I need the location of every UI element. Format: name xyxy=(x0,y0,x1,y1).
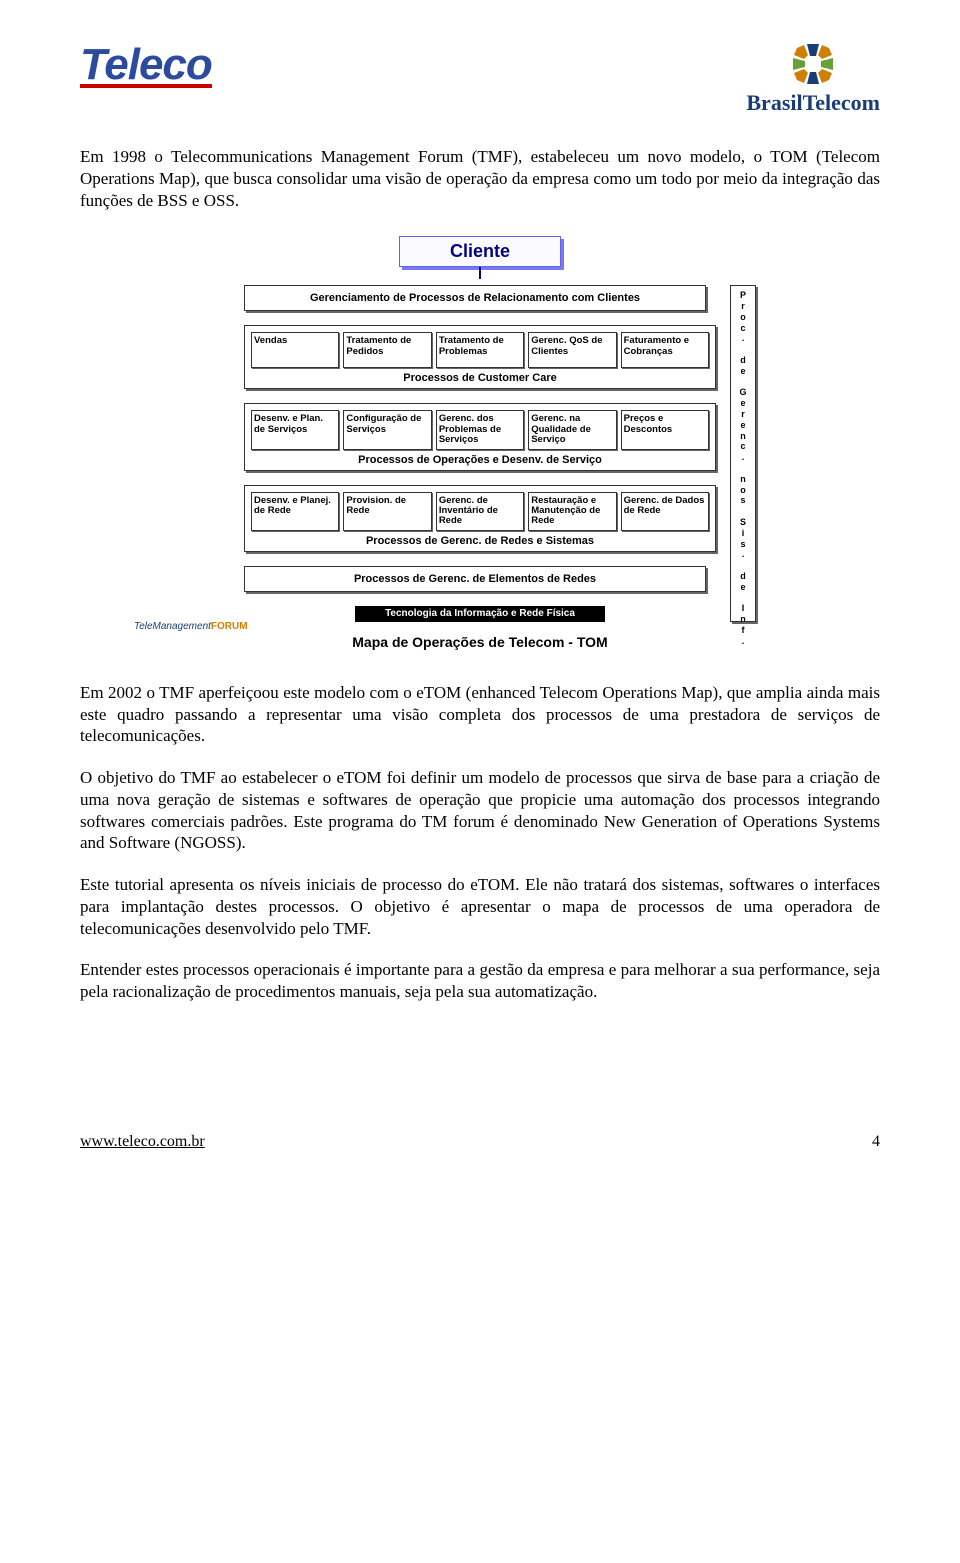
brasiltelecom-logo: BrasilTelecom xyxy=(746,40,880,116)
layer3-box0: Desenv. e Planej. de Rede xyxy=(251,492,339,531)
layer3-title: Processos de Gerenc. de Redes e Sistemas xyxy=(251,535,709,547)
page-header: Teleco BrasilTelecom xyxy=(80,40,880,116)
diagram-tech-label: Tecnologia da Informação e Rede Física xyxy=(355,606,605,622)
tm-logo-right: FORUM xyxy=(211,621,248,632)
diagram-body: Proc.deGerenc.nosSis.deInf. Gerenciament… xyxy=(244,285,716,622)
paragraph-3: O objetivo do TMF ao estabelecer o eTOM … xyxy=(80,767,880,854)
diagram-layer-0: Gerenciamento de Processos de Relacionam… xyxy=(244,285,716,311)
layer2-box2: Gerenc. dos Problemas de Serviços xyxy=(436,410,524,449)
diagram-side-label: Proc.deGerenc.nosSis.deInf. xyxy=(730,285,756,622)
layer2-box1: Configuração de Serviços xyxy=(343,410,431,449)
tm-logo-left: TeleManagement xyxy=(134,621,211,632)
layer2-box3: Gerenc. na Qualidade de Serviço xyxy=(528,410,616,449)
brasiltelecom-logo-text: BrasilTelecom xyxy=(746,90,880,116)
diagram-layer-4: Processos de Gerenc. de Elementos de Red… xyxy=(244,566,716,592)
layer3-box2: Gerenc. de Inventário de Rede xyxy=(436,492,524,531)
layer2-box4: Preços e Descontos xyxy=(621,410,709,449)
paragraph-4: Este tutorial apresenta os níveis inicia… xyxy=(80,874,880,939)
layer1-box2: Tratamento de Problemas xyxy=(436,332,524,368)
diagram-map-title: Mapa de Operações de Telecom - TOM xyxy=(244,634,716,650)
layer2-box0: Desenv. e Plan. de Serviços xyxy=(251,410,339,449)
teleco-logo: Teleco xyxy=(80,40,212,88)
teleco-logo-text: Teleco xyxy=(80,40,212,90)
connector-line xyxy=(479,267,481,279)
brasiltelecom-icon xyxy=(783,40,843,88)
diagram-layer-1: Vendas Tratamento de Pedidos Tratamento … xyxy=(244,325,716,389)
layer3-box4: Gerenc. de Dados de Rede xyxy=(621,492,709,531)
layer4-title: Processos de Gerenc. de Elementos de Red… xyxy=(244,566,706,592)
paragraph-2: Em 2002 o TMF aperfeiçoou este modelo co… xyxy=(80,682,880,747)
layer1-box4: Faturamento e Cobranças xyxy=(621,332,709,368)
layer-0-title: Gerenciamento de Processos de Relacionam… xyxy=(244,285,706,311)
footer-page-number: 4 xyxy=(872,1133,880,1151)
paragraph-5: Entender estes processos operacionais é … xyxy=(80,959,880,1003)
layer1-box3: Gerenc. QoS de Clientes xyxy=(528,332,616,368)
tom-diagram: Cliente Proc.deGerenc.nosSis.deInf. Gere… xyxy=(80,236,880,652)
layer1-box0: Vendas xyxy=(251,332,339,368)
layer1-title: Processos de Customer Care xyxy=(251,372,709,384)
layer1-box1: Tratamento de Pedidos xyxy=(343,332,431,368)
diagram-layer-2: Desenv. e Plan. de Serviços Configuração… xyxy=(244,403,716,470)
tm-forum-logo: TeleManagementFORUM xyxy=(134,621,248,632)
diagram-layer-3: Desenv. e Planej. de Rede Provision. de … xyxy=(244,485,716,552)
paragraph-1: Em 1998 o Telecommunications Management … xyxy=(80,146,880,211)
page-footer: www.teleco.com.br 4 xyxy=(80,1133,880,1151)
layer3-box1: Provision. de Rede xyxy=(343,492,431,531)
layer3-box3: Restauração e Manutenção de Rede xyxy=(528,492,616,531)
layer2-title: Processos de Operações e Desenv. de Serv… xyxy=(251,454,709,466)
diagram-cliente-box: Cliente xyxy=(399,236,561,267)
footer-url[interactable]: www.teleco.com.br xyxy=(80,1133,205,1151)
